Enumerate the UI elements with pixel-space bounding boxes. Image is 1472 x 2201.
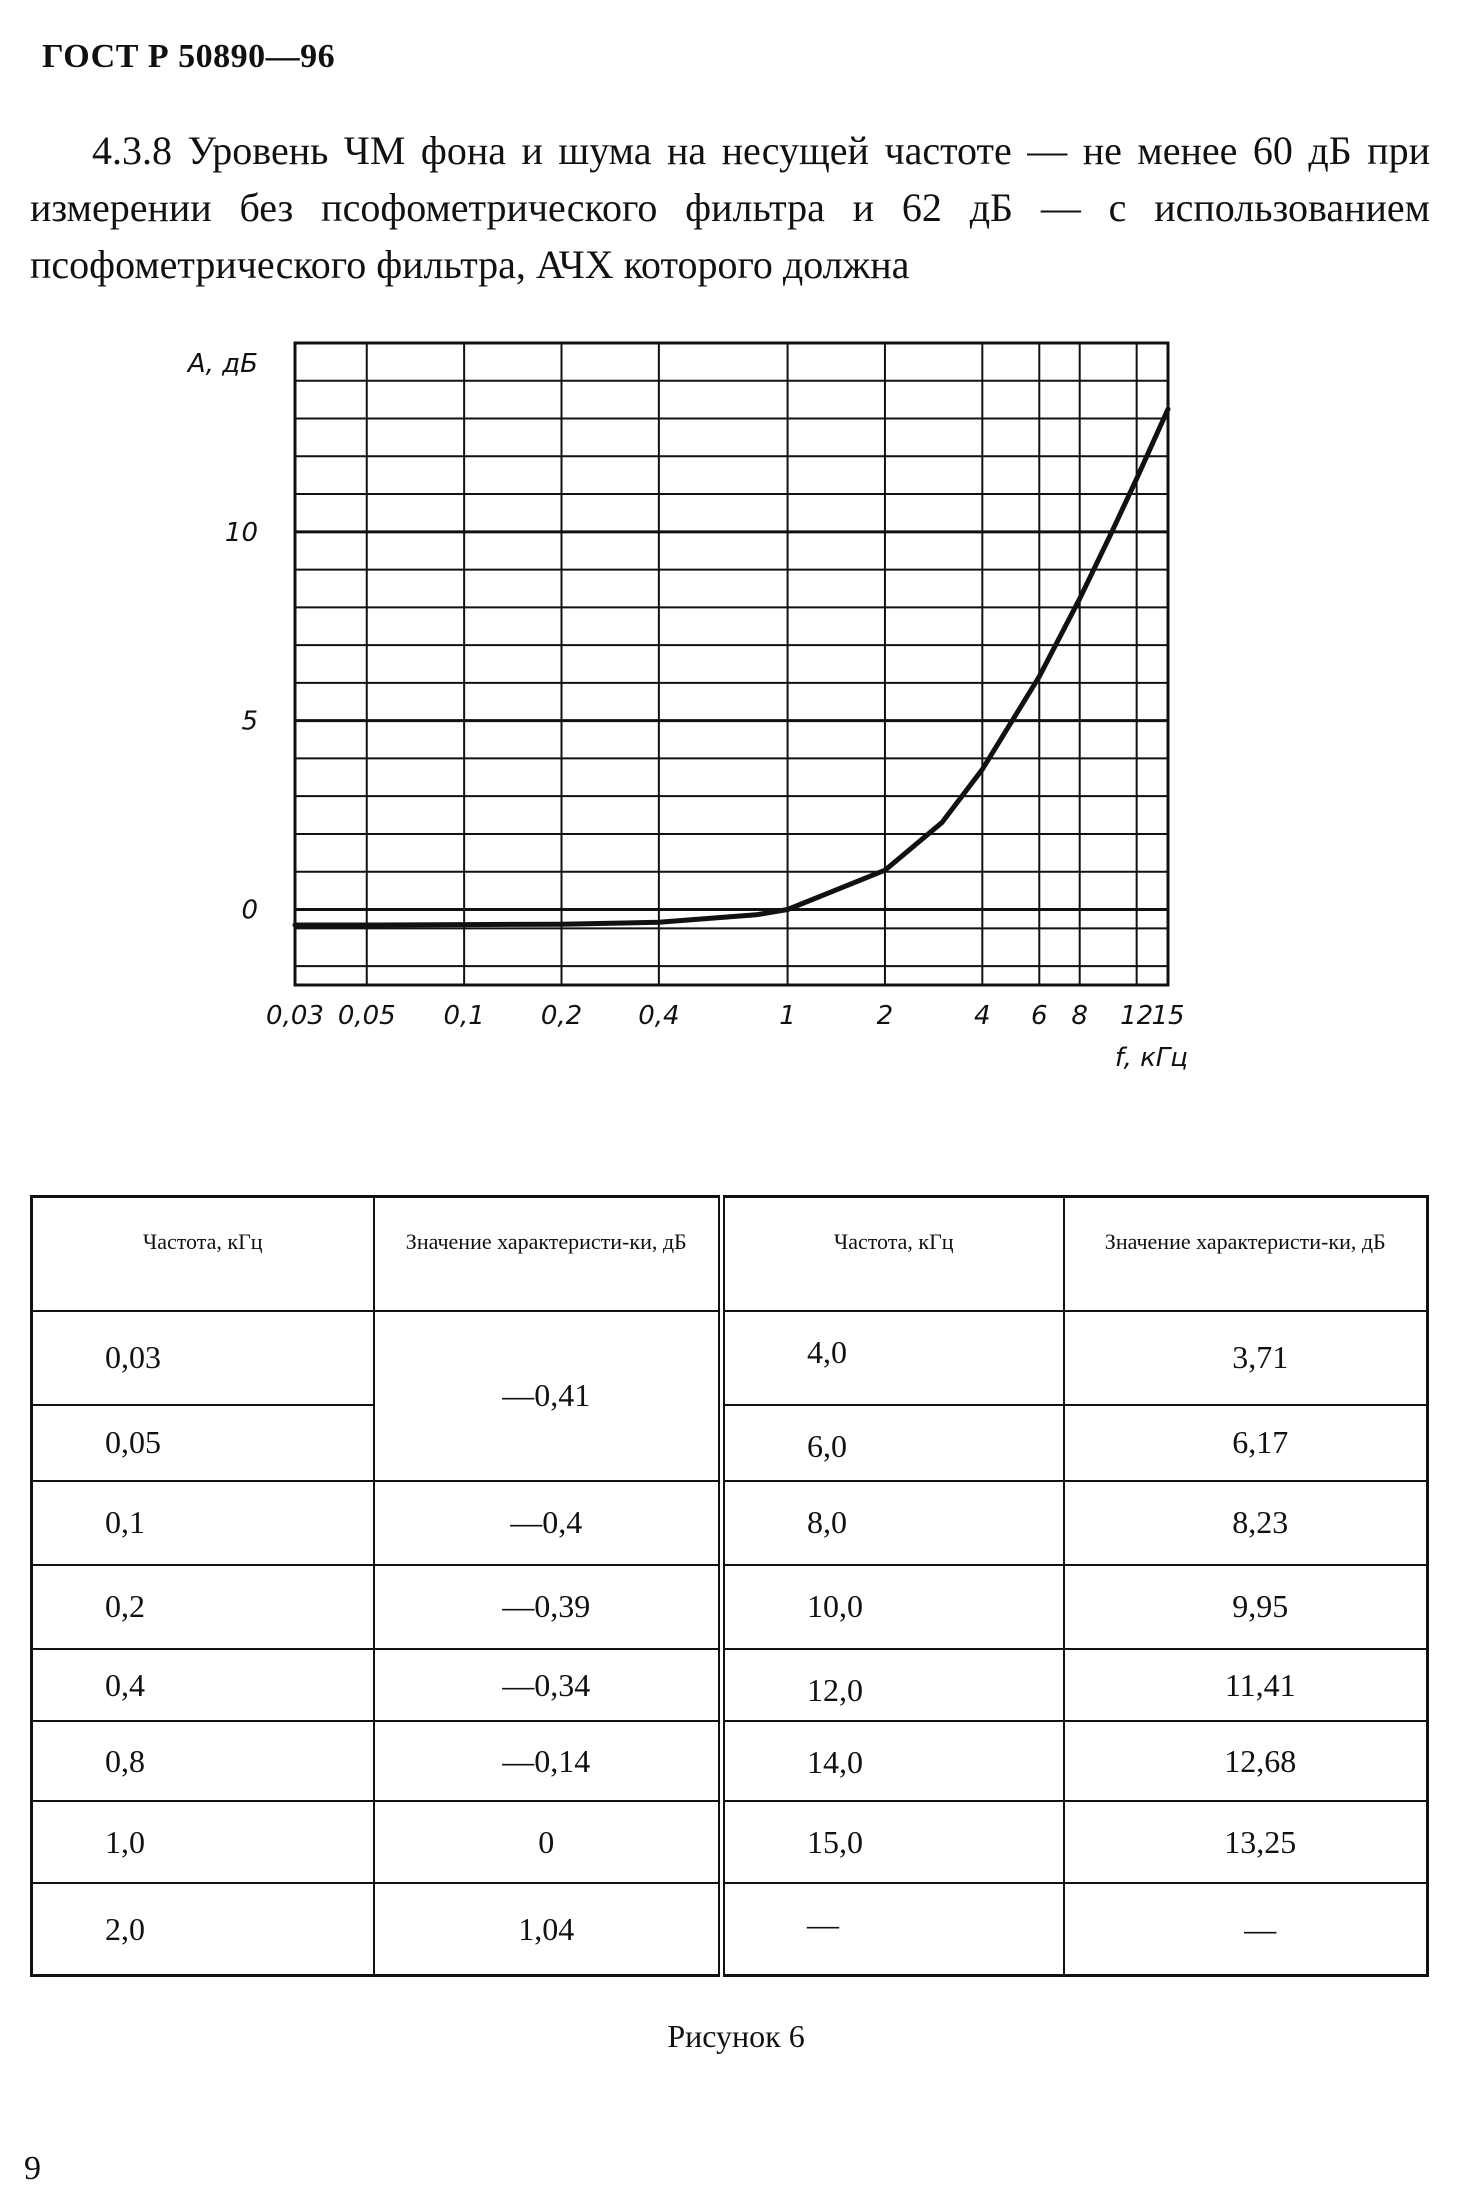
- freq-cell: 2,0: [30, 1882, 375, 1977]
- table-header-row: Частота, кГц Значение характеристи-ки, д…: [30, 1195, 1429, 1312]
- x-axis-label: f, кГц: [1115, 1043, 1188, 1073]
- value-cell: 3,71: [1062, 1309, 1429, 1406]
- x-tick-label: 0,2: [541, 1001, 582, 1031]
- freq-cell: 6,0: [720, 1403, 1065, 1482]
- response-curve: [292, 406, 1171, 928]
- value-cell: 6,17: [1062, 1403, 1429, 1482]
- x-tick-label: 0,05: [338, 1001, 396, 1031]
- value-cell: 8,23: [1062, 1479, 1429, 1566]
- freq-cell: 1,0: [30, 1800, 375, 1885]
- value-cell: —: [1062, 1882, 1429, 1977]
- frequency-response-table: Частота, кГц Значение характеристи-ки, д…: [30, 1195, 1429, 1977]
- x-tick-label: 12: [1120, 1001, 1153, 1031]
- value-cell: —0,39: [372, 1563, 725, 1651]
- table-row: 0,05 6,0 6,17: [30, 1403, 1429, 1482]
- y-tick-label: 10: [225, 518, 258, 548]
- y-tick-label: 0: [241, 895, 258, 925]
- x-tick-label: 2: [877, 1001, 894, 1031]
- freq-cell: 0,03: [30, 1309, 375, 1406]
- freq-cell: 0,05: [30, 1403, 375, 1482]
- x-tick-label: 8: [1071, 1001, 1088, 1031]
- y-axis-label: А, дБ: [186, 349, 258, 379]
- value-cell: 11,41: [1062, 1648, 1429, 1723]
- table-row: 0,03 —0,41 4,0 3,71: [30, 1309, 1429, 1482]
- table-row: 1,0 0 15,0 13,25: [30, 1800, 1429, 1885]
- value-cell-merged: —0,41: [372, 1309, 725, 1482]
- header-frequency-left: Частота, кГц: [30, 1195, 375, 1312]
- figure-caption: Рисунок 6: [667, 2018, 805, 2054]
- value-cell: 1,04: [372, 1882, 725, 1977]
- freq-cell: 8,0: [720, 1479, 1065, 1566]
- freq-cell: —: [720, 1882, 1065, 1977]
- x-tick-label: 6: [1031, 1001, 1048, 1031]
- freq-cell: 14,0: [720, 1720, 1065, 1803]
- freq-cell: 4,0: [720, 1309, 1065, 1406]
- value-cell: —0,34: [372, 1648, 725, 1723]
- x-tick-label: 0,1: [443, 1001, 484, 1031]
- clause-paragraph: 4.3.8 Уровень ЧМ фона и шума на несущей …: [30, 122, 1430, 293]
- freq-cell: 10,0: [720, 1563, 1065, 1651]
- header-value-left: Значение характеристи-ки, дБ: [372, 1195, 725, 1312]
- document-header: ГОСТ Р 50890—96: [42, 38, 336, 75]
- table-row: 0,8 —0,14 14,0 12,68: [30, 1720, 1429, 1803]
- x-tick-label: 1: [779, 1001, 796, 1031]
- table-row: 0,4 —0,34 12,0 11,41: [30, 1648, 1429, 1723]
- table-row: 2,0 1,04 — —: [30, 1882, 1429, 1977]
- value-cell: —0,14: [372, 1720, 725, 1803]
- freq-cell: 0,8: [30, 1720, 375, 1803]
- freq-cell: 0,4: [30, 1648, 375, 1723]
- x-tick-label: 0,4: [638, 1001, 679, 1031]
- plot-frame: [293, 341, 1170, 987]
- value-cell: 13,25: [1062, 1800, 1429, 1885]
- freq-cell: 0,2: [30, 1563, 375, 1651]
- freq-cell: 12,0: [720, 1648, 1065, 1723]
- clause-text: 4.3.8 Уровень ЧМ фона и шума на несущей …: [30, 128, 1430, 287]
- header-value-right: Значение характеристи-ки, дБ: [1062, 1195, 1429, 1312]
- x-tick-label: 4: [974, 1001, 991, 1031]
- x-tick-label: 15: [1151, 1001, 1184, 1031]
- value-cell: 12,68: [1062, 1720, 1429, 1803]
- table-row: 0,1 —0,4 8,0 8,23: [30, 1479, 1429, 1566]
- value-cell: 0: [372, 1800, 725, 1885]
- y-tick-label: 5: [241, 707, 258, 737]
- freq-cell: 15,0: [720, 1800, 1065, 1885]
- x-tick-label: 0,03: [266, 1001, 324, 1031]
- table-row: 0,2 —0,39 10,0 9,95: [30, 1563, 1429, 1651]
- header-frequency-right: Частота, кГц: [720, 1195, 1065, 1312]
- value-cell: 9,95: [1062, 1563, 1429, 1651]
- freq-cell: 0,1: [30, 1479, 375, 1566]
- value-cell: —0,4: [372, 1479, 725, 1566]
- page-number: 9: [24, 2150, 41, 2187]
